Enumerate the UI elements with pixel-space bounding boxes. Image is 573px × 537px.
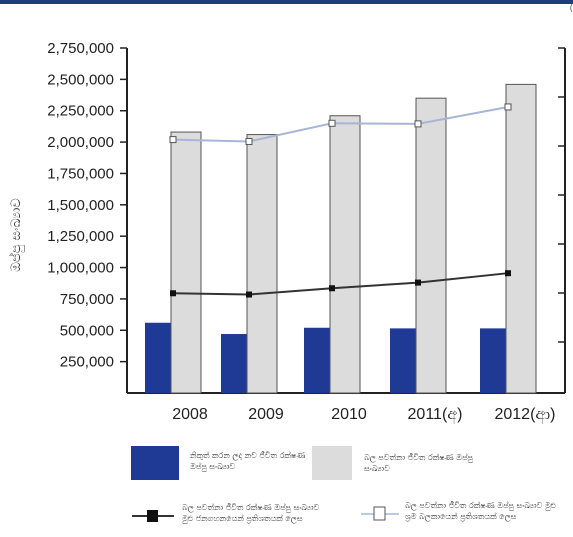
- y-axis-label: ඔප්පු සංඛ්‍යාව: [8, 198, 24, 271]
- bar-in-force-4: [505, 83, 537, 394]
- y-tick-label-0: 2,750,000: [47, 40, 114, 57]
- x-tick-label-3: 2011(අ): [408, 406, 463, 424]
- legend-swatch-in-force-policies: [312, 446, 352, 480]
- lines: [169, 103, 512, 298]
- bar-in-force-2: [329, 115, 361, 394]
- x-tick-label-4: 2012(ආ): [494, 406, 555, 424]
- point-population-3: [415, 279, 421, 286]
- point-labour-force-0: [169, 136, 177, 144]
- point-labour-force-4: [504, 103, 512, 111]
- y-tick-label-2: 2,250,000: [47, 103, 114, 120]
- point-labour-force-3: [414, 120, 422, 128]
- bar-new-policies-4: [480, 328, 506, 393]
- y-tick-label-6: 1,250,000: [47, 228, 114, 245]
- bar-in-force-3: [415, 97, 447, 394]
- y-tick-label-5: 1,500,000: [47, 197, 114, 214]
- bar-in-force-0: [170, 131, 202, 394]
- x-tick-label-0: 2008: [172, 406, 208, 423]
- legend-label-in-force-policies: බල පවත්නා ජීවිත රක්ෂණ ඔප්පු සංඛ්‍යාව: [364, 453, 473, 473]
- y-tick-label-7: 1,000,000: [47, 260, 114, 277]
- y-tick-label-1: 2,500,000: [47, 71, 114, 88]
- top-edge-mark: (: [569, 4, 573, 14]
- ticks: 2,750,000 2,500,000 2,250,000 2,000,000 1,75…: [47, 40, 555, 424]
- point-labour-force-1: [245, 137, 253, 145]
- legend-swatch-new-policies: [131, 446, 179, 480]
- point-population-4: [505, 270, 511, 277]
- point-labour-force-2: [328, 119, 336, 127]
- point-population-0: [170, 290, 176, 297]
- bar-new-policies-0: [145, 322, 171, 393]
- y-tick-label-4: 1,750,000: [47, 165, 114, 182]
- bars: [145, 83, 537, 394]
- legend-swatch-labour-force-line: [361, 506, 399, 521]
- x-tick-label-1: 2009: [248, 406, 284, 423]
- x-tick-label-2: 2010: [331, 406, 367, 423]
- bar-new-policies-2: [304, 327, 330, 393]
- legend-swatch-population-line: [132, 510, 174, 522]
- top-border: [0, 0, 573, 4]
- bar-new-policies-3: [390, 328, 416, 393]
- y-tick-label-10: 250,000: [60, 354, 114, 371]
- legend-label-population-line: බල පවත්නා ජීවිත රක්ෂණ ඔප්පු සංඛ්‍යාව මුළ…: [182, 503, 320, 523]
- y-tick-label-3: 2,000,000: [47, 134, 114, 151]
- y-tick-label-9: 500,000: [60, 322, 114, 339]
- point-population-2: [329, 285, 335, 292]
- bar-in-force-1: [246, 134, 278, 394]
- legend-label-new-policies: නිකුත් කරන ලද නව ජීවිත රක්ෂණ ඔප්පු සංඛ්‍…: [190, 451, 306, 471]
- bar-new-policies-1: [221, 334, 247, 393]
- legend-label-labour-force-line: බල පවත්නා ජීවිත රක්ෂණ ඔප්පු සංඛ්‍යාව මුළ…: [405, 501, 557, 521]
- point-population-1: [246, 291, 252, 298]
- y-tick-label-8: 750,000: [60, 291, 114, 308]
